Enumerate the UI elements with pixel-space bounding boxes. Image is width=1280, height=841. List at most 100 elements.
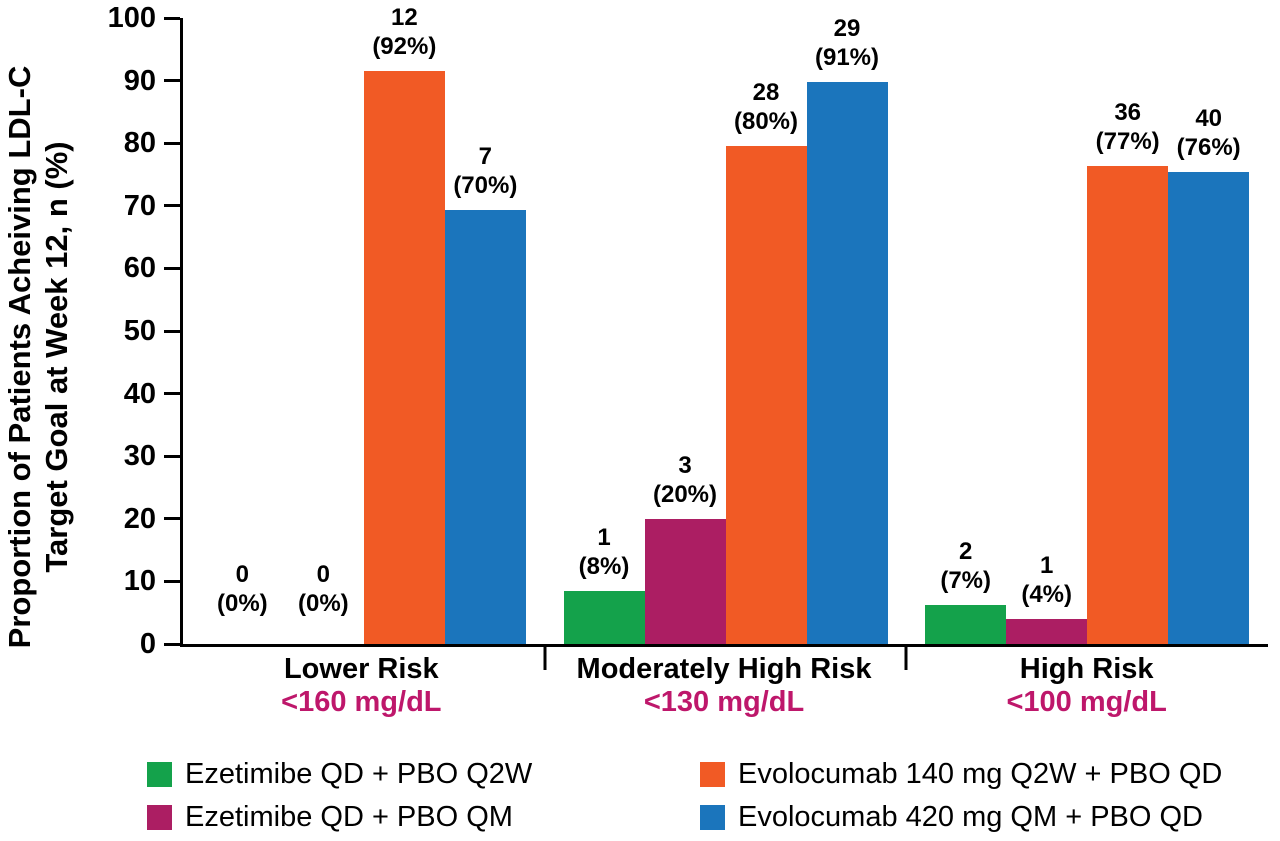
group-label: Moderately High Risk xyxy=(576,653,872,685)
bar-slot: 36 (77%) xyxy=(1087,18,1169,644)
y-tick-mark xyxy=(164,141,180,145)
legend-label: Ezetimibe QD + PBO QM xyxy=(185,801,513,833)
bar-value-label: 12 (92%) xyxy=(372,3,436,61)
x-axis-group: Moderately High Risk <130 mg/dL xyxy=(543,652,906,719)
bar-count-label: 7 xyxy=(478,143,492,171)
group-divider xyxy=(543,644,547,670)
legend-item: Ezetimibe QD + PBO Q2W xyxy=(147,757,700,791)
bar-slot: 29 (91%) xyxy=(806,15,888,644)
y-axis-title-line-2: Target Goal at Week 12, n (%) xyxy=(39,141,74,573)
y-axis-title: Proportion of Patients Acheiving LDL-C T… xyxy=(1,0,75,747)
bar-value-label: 7 (70%) xyxy=(453,142,517,200)
y-tick-label: 10 xyxy=(123,565,156,598)
legend-swatch xyxy=(147,804,172,830)
bar-percent-label: (0%) xyxy=(216,590,268,617)
bar-count-label: 36 xyxy=(1114,99,1142,127)
bar-value-label: 36 (77%) xyxy=(1096,98,1160,156)
bar-percent-label: (4%) xyxy=(1021,580,1073,608)
y-tick-mark xyxy=(164,454,180,458)
bar-slot: 1 (4%) xyxy=(1006,18,1088,644)
y-tick-label: 30 xyxy=(123,440,156,473)
legend-swatch xyxy=(700,804,725,830)
bar-percent-label: (80%) xyxy=(733,108,799,136)
bar-percent-label: (20%) xyxy=(652,480,718,508)
bar xyxy=(563,590,645,644)
bar-count-label: 28 xyxy=(752,79,780,107)
bar-percent-label: (70%) xyxy=(453,172,518,200)
legend-item: Evolocumab 140 mg Q2W + PBO QD xyxy=(700,757,1222,791)
y-tick-mark xyxy=(164,204,180,208)
bar xyxy=(1168,172,1250,644)
legend-item: Evolocumab 420 mg QM + PBO QD xyxy=(700,800,1222,834)
bar-percent-label: (92%) xyxy=(372,32,437,60)
bar xyxy=(1006,618,1088,644)
bar-count-label: 0 xyxy=(235,561,250,588)
bar xyxy=(363,70,445,644)
bar-groups: 0 (0%) 0 (0%) 12 (92%) 7 (70%) 1 (8%) 3 (20%) 28 (80%… xyxy=(183,4,1268,644)
bar-slot: 3 (20%) xyxy=(644,18,726,644)
legend-swatch xyxy=(700,761,725,787)
bar-slot: 0 (0%) xyxy=(283,18,364,644)
group-label: Lower Risk xyxy=(283,653,439,685)
y-tick-mark xyxy=(164,329,180,333)
bar-count-label: 0 xyxy=(316,561,331,588)
bar-count-label: 2 xyxy=(958,537,973,565)
bar-percent-label: (8%) xyxy=(578,552,630,580)
legend-swatch xyxy=(147,761,172,787)
group-goal-label: <100 mg/dL xyxy=(1006,686,1167,718)
group-goal-label: <130 mg/dL xyxy=(643,686,805,718)
y-tick-label: 90 xyxy=(123,64,156,97)
y-axis-title-line-1: Proportion of Patients Acheiving LDL-C xyxy=(2,65,37,649)
y-tick-label: 100 xyxy=(107,2,156,34)
legend-label: Evolocumab 140 mg Q2W + PBO QD xyxy=(738,758,1223,790)
bar-group: 0 (0%) 0 (0%) 12 (92%) 7 (70%) xyxy=(183,4,545,644)
y-tick-mark xyxy=(164,392,180,396)
bar-count-label: 12 xyxy=(390,3,418,31)
bar-slot: 0 (0%) xyxy=(202,18,283,644)
legend-label: Evolocumab 420 mg QM + PBO QD xyxy=(738,801,1203,833)
y-tick-label: 70 xyxy=(123,189,156,222)
bar-slot: 12 (92%) xyxy=(363,4,445,644)
bar-value-label: 0 (0%) xyxy=(217,560,268,618)
x-axis-group: High Risk <100 mg/dL xyxy=(905,652,1268,719)
y-tick-label: 40 xyxy=(123,377,156,410)
bar-value-label: 2 (7%) xyxy=(940,537,991,595)
bar-slot: 7 (70%) xyxy=(444,18,526,644)
legend: Ezetimibe QD + PBO Q2W Ezetimibe QD + PBO… xyxy=(147,757,1222,834)
y-tick-label: 50 xyxy=(123,315,156,347)
bar-percent-label: (91%) xyxy=(814,44,880,72)
bar-value-label: 0 (0%) xyxy=(298,560,349,618)
bar xyxy=(444,210,526,644)
bar xyxy=(1087,166,1169,644)
bar-value-label: 40 (76%) xyxy=(1177,104,1241,162)
bar-percent-label: (7%) xyxy=(940,566,992,594)
bar-value-label: 1 (8%) xyxy=(579,523,630,581)
group-divider xyxy=(904,644,908,670)
legend-label: Ezetimibe QD + PBO Q2W xyxy=(185,758,533,790)
plot-area: 0 10 20 30 40 50 60 70 80 90 100 0 (0%) 0 (0%) 12 (92%)… xyxy=(108,3,1268,670)
legend-item: Ezetimibe QD + PBO QM xyxy=(147,800,700,834)
y-axis: 0 10 20 30 40 50 60 70 80 90 100 xyxy=(108,3,1268,659)
bar-value-label: 29 (91%) xyxy=(815,14,879,72)
y-tick-label: 0 xyxy=(139,628,156,660)
y-tick-mark xyxy=(164,79,180,83)
bar-count-label: 40 xyxy=(1195,105,1223,132)
bar-group: 1 (8%) 3 (20%) 28 (80%) 29 (91%) xyxy=(545,15,907,644)
bar-value-label: 1 (4%) xyxy=(1021,551,1072,609)
bar xyxy=(644,518,726,644)
bar-count-label: 1 xyxy=(597,523,611,551)
y-tick-mark xyxy=(164,16,180,20)
y-tick-mark xyxy=(164,579,180,583)
bar-slot: 40 (76%) xyxy=(1168,18,1250,644)
bar xyxy=(806,82,888,644)
y-tick-mark xyxy=(164,517,180,521)
y-tick-label: 20 xyxy=(123,502,156,535)
bar-count-label: 3 xyxy=(678,451,692,479)
bar-percent-label: (0%) xyxy=(297,590,349,617)
bar-percent-label: (77%) xyxy=(1095,128,1160,156)
y-tick-label: 60 xyxy=(123,252,156,285)
bar-slot: 1 (8%) xyxy=(563,18,645,644)
group-goal-label: <160 mg/dL xyxy=(281,686,442,718)
bar xyxy=(925,604,1007,644)
